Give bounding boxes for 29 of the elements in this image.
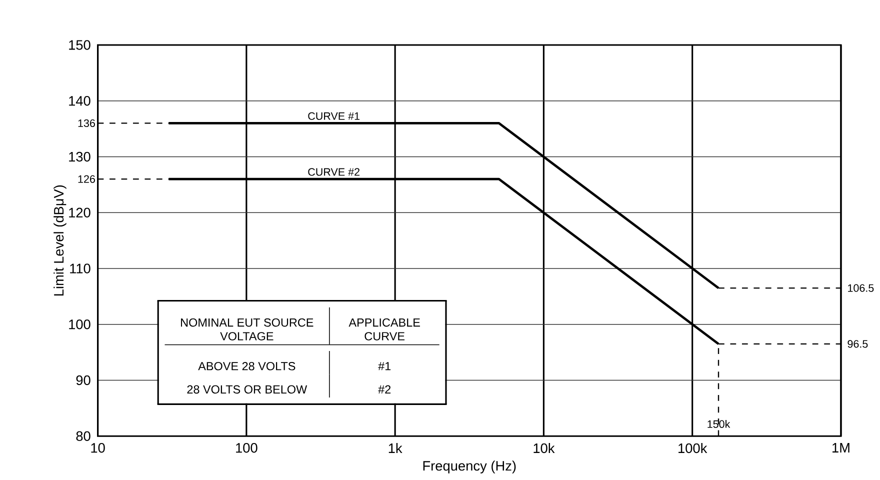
y-tick-label: 150 — [69, 40, 90, 50]
x-tick-label: 10k — [534, 443, 555, 454]
annotation: APPLICABLE CURVE — [348, 318, 420, 340]
y-tick-label: 100 — [69, 320, 90, 330]
y-axis-title: Limit Level (dBμV) — [54, 185, 66, 296]
series-label: CURVE #1 — [308, 112, 360, 120]
annotation: #2 — [378, 385, 391, 394]
y-tick-label: 110 — [70, 264, 90, 274]
y-tick-label: 80 — [76, 431, 90, 441]
x-tick-label: 1k — [388, 443, 402, 453]
annotation: NOMINAL EUT SOURCE VOLTAGE — [181, 318, 314, 340]
y-tick-label: 130 — [69, 152, 90, 162]
x-tick-label: 100 — [236, 443, 258, 453]
x-tick-label: 1M — [832, 443, 850, 452]
ref-line-label: 126 — [78, 175, 95, 183]
x-axis-title: Frequency (Hz) — [423, 460, 516, 474]
series-label: CURVE #2 — [308, 168, 360, 176]
ref-line-label: 106.5 — [848, 284, 874, 292]
y-tick-label: 90 — [76, 375, 90, 386]
x-tick-label: 100k — [678, 443, 708, 454]
ref-line-label: 96.5 — [848, 340, 868, 348]
y-tick-label: 120 — [69, 208, 90, 218]
annotation: 28 VOLTS OR BELOW — [187, 385, 308, 394]
x-tick-label: 10 — [91, 443, 105, 453]
ref-line-label: 136 — [78, 119, 95, 128]
annotation: ABOVE 28 VOLTS — [198, 362, 296, 370]
ref-line-label: 150k — [708, 420, 730, 428]
y-tick-label: 140 — [69, 96, 90, 106]
annotation: #1 — [378, 362, 391, 370]
